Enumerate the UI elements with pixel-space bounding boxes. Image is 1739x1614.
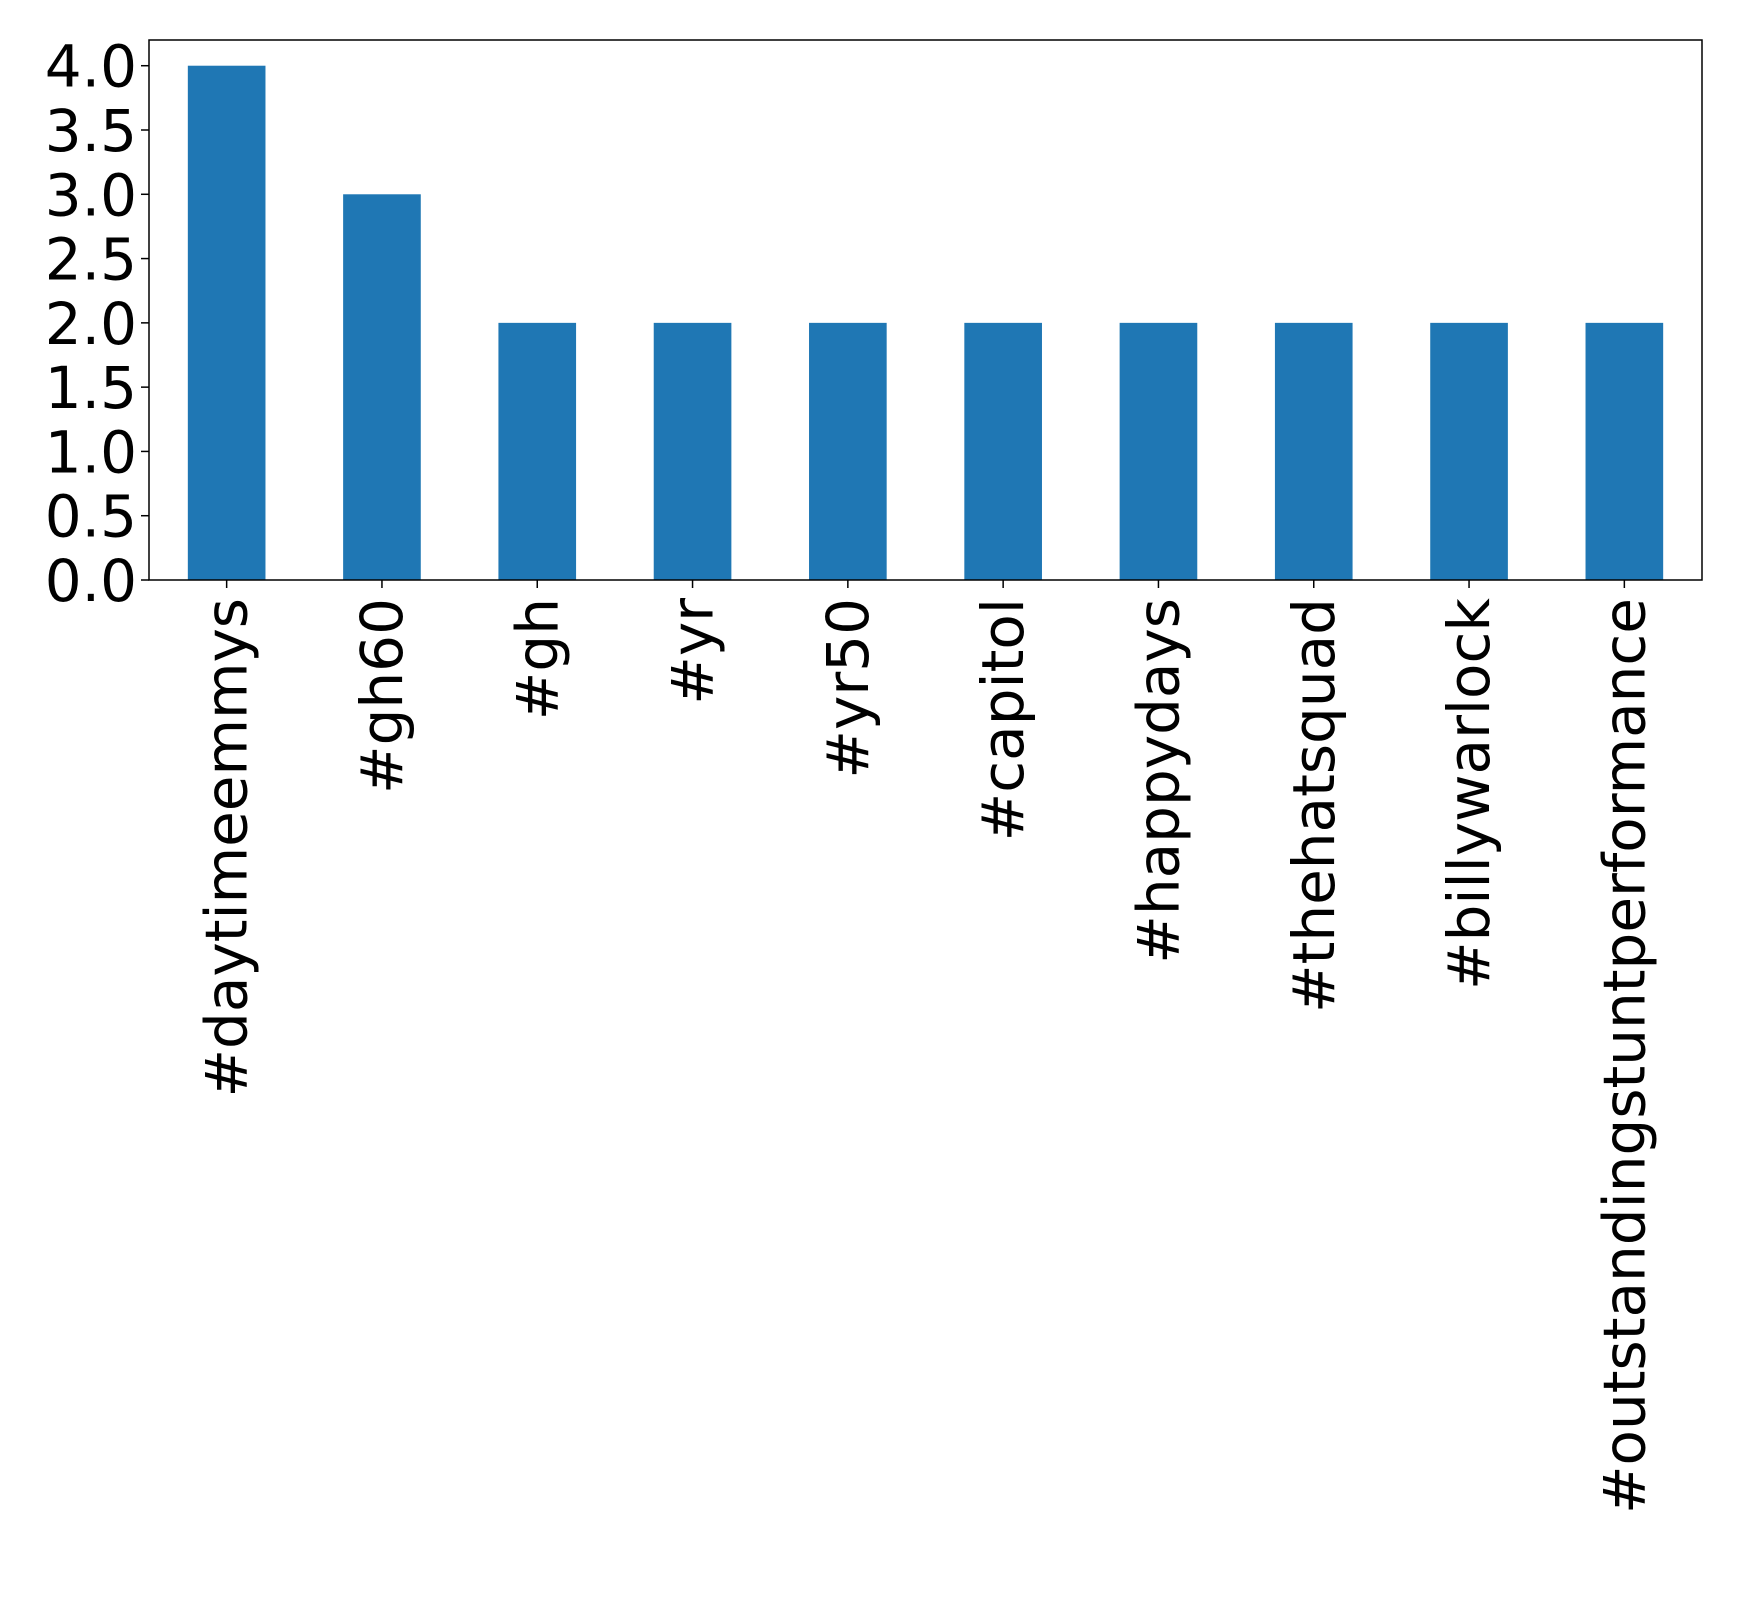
x-tick-label: #outstandingstuntperformance <box>1590 598 1658 1514</box>
bars-group <box>187 65 1664 581</box>
bar-outstandingstuntperformance <box>1585 322 1664 580</box>
x-tick-label: #yr50 <box>814 598 882 779</box>
y-tick-label: 1.0 <box>45 418 137 486</box>
x-axis-ticks: #daytimeemmys #gh60 #gh #yr #yr50 #capitol #ha… <box>193 580 1658 1514</box>
x-tick-label: #capitol <box>969 598 1037 841</box>
y-tick-label: 3.0 <box>45 161 137 229</box>
x-tick-label: #gh <box>503 598 571 720</box>
bar-happydays <box>1119 322 1198 580</box>
plot-frame <box>148 39 1703 581</box>
bar-thehatsquad <box>1274 322 1353 580</box>
y-tick-label: 3.5 <box>45 97 137 165</box>
x-tick-label: #daytimeemmys <box>193 598 261 1098</box>
bar-gh <box>498 322 577 580</box>
y-tick-label: 0.0 <box>45 547 137 615</box>
bar-yr50 <box>809 322 887 580</box>
bar-yr <box>653 322 732 580</box>
y-axis-ticks: 0.00.51.01.52.02.53.03.54.0 <box>45 33 149 615</box>
x-tick-label: #gh60 <box>348 598 416 794</box>
bar-gh60 <box>343 194 421 581</box>
y-tick-label: 2.0 <box>45 290 137 358</box>
x-tick-label: #yr <box>659 598 727 705</box>
x-tick-label: #billywarlock <box>1435 598 1503 990</box>
y-tick-label: 0.5 <box>45 483 137 551</box>
y-tick-label: 4.0 <box>45 33 137 101</box>
bar-billywarlock <box>1430 322 1508 580</box>
x-tick-label: #happydays <box>1124 598 1192 964</box>
y-tick-label: 1.5 <box>45 354 137 422</box>
bar-capitol <box>964 322 1042 580</box>
y-tick-label: 2.5 <box>45 226 137 294</box>
x-tick-label: #thehatsquad <box>1280 598 1348 1013</box>
bar-daytimeemmys <box>187 65 266 580</box>
